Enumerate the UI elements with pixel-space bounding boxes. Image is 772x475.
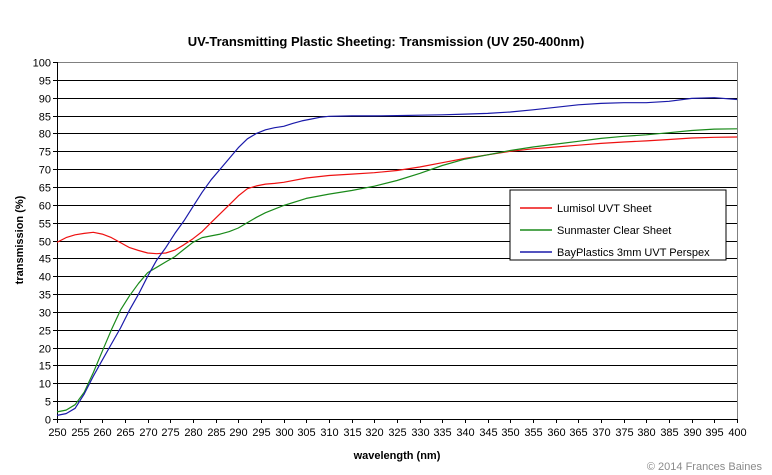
x-tick-label: 310 — [320, 427, 338, 439]
x-tick-label: 280 — [184, 427, 202, 439]
y-tick-label: 0 — [45, 415, 51, 427]
x-tick-label: 345 — [479, 427, 497, 439]
x-tick-label: 330 — [411, 427, 429, 439]
x-tick-label: 355 — [524, 427, 542, 439]
x-tick-label: 265 — [116, 427, 134, 439]
legend-label-1: Lumisol UVT Sheet — [557, 203, 652, 215]
y-tick-label: 75 — [39, 147, 51, 159]
series-line-1 — [56, 136, 738, 255]
y-tick-label: 10 — [39, 379, 51, 391]
x-tick-label: 375 — [615, 427, 633, 439]
x-tick-label: 335 — [433, 427, 451, 439]
x-tick-label: 350 — [501, 427, 519, 439]
y-tick-label: 55 — [39, 219, 51, 231]
y-tick-label: 25 — [39, 326, 51, 338]
legend-label-3: BayPlastics 3mm UVT Perspex — [557, 247, 710, 259]
y-tick-label: 95 — [39, 76, 51, 88]
y-tick-label: 100 — [33, 58, 51, 70]
y-axis-label: transmission (%) — [14, 195, 26, 284]
y-tick-label: 90 — [39, 94, 51, 106]
series-line-2 — [56, 128, 738, 413]
x-tick-label: 400 — [728, 427, 746, 439]
x-tick-label: 270 — [139, 427, 157, 439]
x-tick-label: 360 — [547, 427, 565, 439]
x-tick-label: 250 — [48, 427, 66, 439]
x-tick-label: 390 — [683, 427, 701, 439]
x-tick-label: 365 — [569, 427, 587, 439]
x-tick-label: 340 — [456, 427, 474, 439]
y-tick-label: 30 — [39, 308, 51, 320]
y-tick-label: 70 — [39, 165, 51, 177]
y-tick-label: 65 — [39, 183, 51, 195]
y-tick-label: 45 — [39, 254, 51, 266]
x-tick-label: 395 — [705, 427, 723, 439]
series-layer — [56, 97, 738, 416]
x-tick-label: 300 — [275, 427, 293, 439]
y-tick-label: 60 — [39, 201, 51, 213]
x-axis-label: wavelength (nm) — [353, 450, 441, 462]
x-tick-label: 315 — [343, 427, 361, 439]
series-line-3 — [56, 97, 738, 416]
x-tick-label: 290 — [229, 427, 247, 439]
y-tick-label: 20 — [39, 344, 51, 356]
y-tick-label: 5 — [45, 397, 51, 409]
y-tick-label: 40 — [39, 272, 51, 284]
x-tick-label: 385 — [660, 427, 678, 439]
x-tick-label: 370 — [592, 427, 610, 439]
chart-title: UV-Transmitting Plastic Sheeting: Transm… — [188, 34, 585, 49]
x-tick-label: 320 — [365, 427, 383, 439]
x-tick-label: 380 — [637, 427, 655, 439]
legend: Lumisol UVT Sheet Sunmaster Clear Sheet Ba… — [509, 189, 727, 261]
x-tick-label: 285 — [207, 427, 225, 439]
y-tick-label: 15 — [39, 361, 51, 373]
x-tick-label: 305 — [297, 427, 315, 439]
copyright-credit: © 2014 Frances Baines — [647, 461, 763, 473]
x-tick-label: 260 — [93, 427, 111, 439]
x-tick-label: 275 — [161, 427, 179, 439]
legend-box — [509, 189, 727, 261]
legend-label-2: Sunmaster Clear Sheet — [557, 225, 671, 237]
y-tick-label: 80 — [39, 129, 51, 141]
x-tick-label: 255 — [71, 427, 89, 439]
y-tick-label: 35 — [39, 290, 51, 302]
y-tick-label: 85 — [39, 112, 51, 124]
x-tick-label: 325 — [388, 427, 406, 439]
y-tick-label: 50 — [39, 237, 51, 249]
axes-layer: 0 5 10 15 20 25 30 35 40 45 50 55 60 65 70 75 80 85 90 95 10… — [33, 58, 747, 440]
x-tick-label: 295 — [252, 427, 270, 439]
